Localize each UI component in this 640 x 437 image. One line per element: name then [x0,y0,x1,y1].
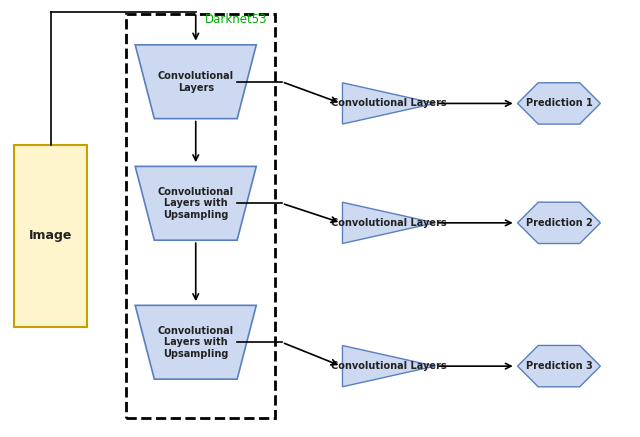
Text: Convolutional
Layers with
Upsampling: Convolutional Layers with Upsampling [157,187,234,220]
Polygon shape [342,202,435,243]
Polygon shape [135,166,256,240]
Text: Prediction 3: Prediction 3 [525,361,593,371]
Text: Convolutional
Layers with
Upsampling: Convolutional Layers with Upsampling [157,326,234,359]
Polygon shape [342,83,435,124]
Text: Convolutional Layers: Convolutional Layers [331,361,447,371]
Text: Convolutional Layers: Convolutional Layers [331,218,447,228]
Text: Prediction 1: Prediction 1 [525,98,593,108]
Text: Darknet53: Darknet53 [205,13,268,26]
FancyBboxPatch shape [14,145,88,327]
Text: Image: Image [29,229,72,243]
Text: Convolutional Layers: Convolutional Layers [331,98,447,108]
Text: Convolutional
Layers: Convolutional Layers [157,71,234,93]
Polygon shape [135,45,256,118]
Polygon shape [518,83,600,124]
Text: Prediction 2: Prediction 2 [525,218,593,228]
Polygon shape [135,305,256,379]
Polygon shape [518,202,600,243]
Polygon shape [518,346,600,387]
Polygon shape [342,346,435,387]
